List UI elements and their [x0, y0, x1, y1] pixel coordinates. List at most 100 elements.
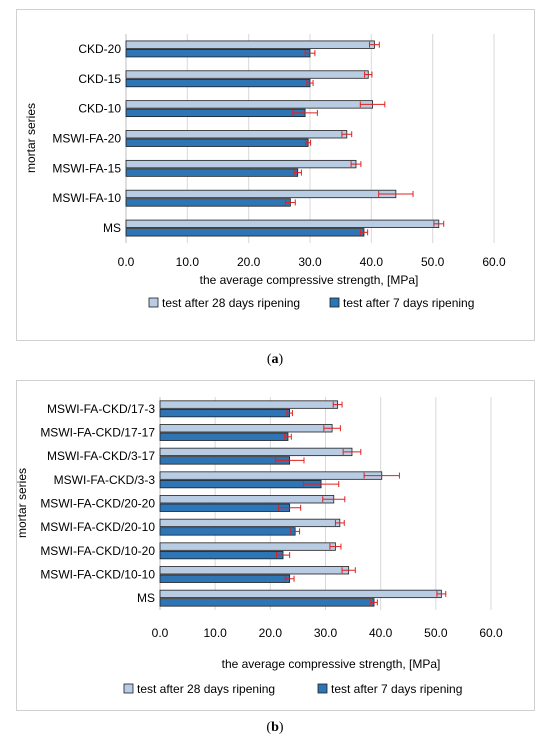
category-label: MS	[137, 591, 155, 605]
error-bar	[368, 41, 380, 48]
x-tick-label: 40.0	[369, 626, 393, 640]
y-axis-label: mortar series	[15, 468, 29, 538]
error-bar	[292, 109, 318, 116]
error-bar	[334, 519, 345, 526]
bar-7-days	[159, 479, 322, 489]
error-bar	[332, 401, 343, 408]
legend-swatch-28-days	[148, 297, 159, 308]
legend-label: test after 7 days ripening	[331, 682, 462, 696]
bar-7-days	[125, 78, 311, 88]
error-bar	[284, 575, 295, 582]
x-tick-label: 50.0	[424, 626, 448, 640]
bar-7-days	[159, 432, 289, 441]
bar-7-days	[125, 138, 309, 147]
error-bar	[322, 496, 346, 503]
category-label: MSWI-FA-20	[52, 132, 121, 146]
error-bar	[433, 220, 445, 227]
category-label: MSWI-FA-CKD/10-20	[40, 544, 155, 558]
bar-28-days	[125, 100, 373, 109]
error-bar	[364, 71, 373, 78]
error-bar	[370, 599, 378, 606]
x-tick-label: 0.0	[152, 626, 169, 640]
error-bar	[341, 567, 356, 574]
x-tick-label: 10.0	[203, 626, 227, 640]
x-tick-label: 60.0	[479, 626, 503, 640]
error-bar	[305, 139, 312, 146]
bar-7-days	[125, 168, 299, 177]
x-tick-label: 20.0	[259, 626, 283, 640]
legend-swatch-28-days	[123, 683, 134, 694]
bar-28-days	[159, 424, 333, 433]
error-bar	[359, 229, 369, 236]
bar-28-days	[159, 400, 339, 409]
category-label: MSWI-FA-CKD/20-10	[40, 520, 155, 534]
bar-28-days	[125, 40, 375, 49]
bar-7-days	[125, 228, 365, 237]
x-tick-label: 30.0	[298, 255, 322, 269]
category-label: CKD-10	[78, 102, 121, 116]
error-bar	[329, 543, 342, 550]
bar-28-days	[159, 495, 335, 504]
error-bar	[323, 425, 341, 432]
bar-7-days	[159, 456, 291, 465]
bar-7-days	[159, 598, 375, 607]
bar-7-days	[125, 198, 291, 207]
legend-label: test after 28 days ripening	[137, 682, 275, 696]
bar-28-days	[159, 447, 353, 457]
category-label: CKD-20	[78, 42, 121, 56]
error-bar	[286, 410, 293, 417]
error-bar	[304, 50, 316, 57]
category-label: MSWI-FA-CKD/10-10	[40, 568, 155, 582]
bar-28-days	[125, 70, 369, 79]
legend-swatch-7-days	[317, 683, 328, 694]
x-tick-label: 20.0	[237, 255, 261, 269]
bar-7-days	[159, 503, 291, 512]
bar-28-days	[125, 189, 397, 199]
category-label: MS	[103, 221, 121, 235]
error-bar	[278, 504, 302, 511]
bar-28-days	[159, 471, 383, 480]
error-bar	[350, 161, 362, 168]
bar-28-days	[125, 219, 440, 228]
legend-label: test after 7 days ripening	[343, 296, 474, 310]
error-bar	[274, 457, 305, 464]
bar-7-days	[159, 408, 291, 418]
x-tick-label: 60.0	[482, 255, 506, 269]
legend-swatch-7-days	[329, 297, 340, 308]
category-label: MSWI-FA-CKD/17-3	[47, 402, 155, 416]
y-axis-label: mortar series	[24, 103, 38, 173]
bar-28-days	[159, 518, 341, 528]
legend-label: test after 28 days ripening	[162, 296, 300, 310]
error-bar	[290, 528, 301, 535]
chart-panel-b: 0.0 10.0 20.0 30.0 40.0 50.0 60.0 MSWI-FA-CKD/1…	[15, 380, 535, 711]
error-bar	[378, 190, 414, 197]
bar-7-days	[159, 550, 284, 560]
chart-panel-a: 0.0 10.0 20.0 30.0 40.0 50.0 60.0 CKD-20 CKD-15 C…	[16, 9, 535, 341]
category-label: CKD-15	[78, 72, 121, 86]
error-bar	[284, 433, 292, 440]
error-bar	[342, 448, 362, 455]
bar-7-days	[125, 49, 311, 58]
category-label: MSWI-FA-CKD/3-3	[54, 473, 156, 487]
bar-7-days	[159, 574, 291, 583]
error-bar	[284, 199, 296, 206]
x-tick-label: 10.0	[176, 255, 200, 269]
error-bar	[275, 552, 291, 559]
error-bar	[341, 131, 353, 138]
x-tick-label: 50.0	[421, 255, 445, 269]
category-label: MSWI-FA-CKD/3-17	[47, 449, 155, 463]
category-label: MSWI-FA-15	[52, 161, 121, 175]
error-bar	[359, 101, 386, 108]
category-label: MSWI-FA-CKD/17-17	[40, 426, 155, 440]
caption-b: (b)	[266, 720, 284, 735]
error-bar	[302, 481, 340, 488]
chart-b-svg: 0.0 10.0 20.0 30.0 40.0 50.0 60.0 MSWI-FA-CKD/1…	[15, 397, 503, 696]
category-label: MSWI-FA-10	[52, 191, 121, 205]
error-bar	[306, 80, 314, 87]
chart-a-svg: 0.0 10.0 20.0 30.0 40.0 50.0 60.0 CKD-20 CKD-15 C…	[24, 34, 506, 310]
bar-28-days	[159, 566, 350, 575]
x-axis-label: the average compressive strength, [MPa]	[222, 657, 441, 671]
bar-28-days	[159, 542, 336, 551]
category-label: MSWI-FA-CKD/20-20	[40, 497, 155, 511]
bar-28-days	[125, 159, 357, 169]
